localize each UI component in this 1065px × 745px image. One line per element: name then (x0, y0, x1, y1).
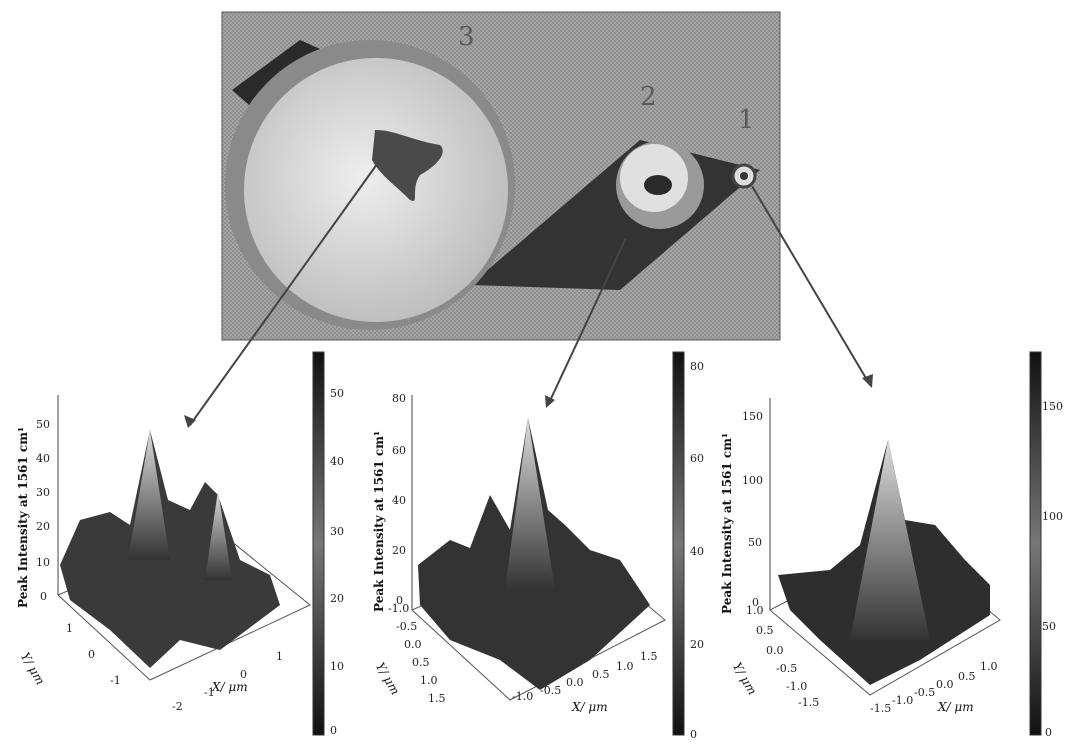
plot-1-colorbar-tick: 30 (330, 525, 344, 538)
plot-3-y-tick: 0.0 (766, 644, 784, 657)
plot-1-colorbar-tick: 20 (330, 592, 344, 605)
plot-1-colorbar-tick: 10 (330, 660, 344, 673)
plot-1-z-tick: 30 (36, 486, 50, 499)
plot-1-z-tick: 20 (36, 520, 50, 533)
plot-3-z-tick: 50 (748, 536, 762, 549)
plot-2-z-label: Peak Intensity at 1561 cm¹ (372, 430, 386, 612)
plot-3-z-label: Peak Intensity at 1561 cm¹ (720, 432, 734, 614)
plot-3-y-tick: 1.0 (746, 604, 764, 617)
plot-2-z-tick: 20 (392, 544, 406, 557)
plot-1-x-tick: -1 (204, 686, 215, 699)
plot-2-x-tick: 0.5 (592, 668, 610, 681)
plot-2-x-tick: 1.0 (616, 660, 634, 673)
plot-1-y-tick: -1 (110, 674, 121, 687)
colorbar-3 (1029, 351, 1042, 736)
plot-3-y-tick: -0.5 (776, 662, 798, 675)
colorbar-2 (672, 351, 685, 736)
ring-label-1: 1 (738, 105, 755, 135)
plot-3-x-tick: 0.5 (958, 670, 976, 683)
plot-2-x-tick: 0.0 (566, 676, 584, 689)
plot-1-x-tick: 0 (240, 668, 247, 681)
plot-1-z-tick: 0 (40, 590, 47, 603)
plot-3-x-tick: -0.5 (914, 686, 936, 699)
plot-3-colorbar-tick: 0 (1045, 726, 1052, 739)
plot-1-z-tick: 40 (36, 452, 50, 465)
plot-3-x-tick: 1.0 (980, 660, 998, 673)
plot-1-colorbar-tick: 50 (330, 387, 344, 400)
plot-2-y-tick: 1.5 (428, 692, 446, 705)
plot-2-colorbar-tick: 60 (690, 452, 704, 465)
plot-3-z-tick: 150 (742, 410, 763, 423)
plot-1-x-tick: -2 (172, 700, 183, 713)
plot-1-colorbar-tick: 0 (330, 724, 337, 737)
plot-3-z-tick: 100 (742, 474, 763, 487)
plot-2-y-tick: -0.5 (396, 620, 418, 633)
surface-plot-3 (769, 398, 1001, 696)
plot-1-y-tick: 0 (88, 648, 95, 661)
plot-3-y-tick: -1.5 (798, 696, 820, 709)
plot-1-x-label: X/ μm (212, 680, 248, 694)
plot-2-y-tick: 0.5 (412, 656, 430, 669)
plot-3-y-tick: -1.0 (786, 680, 808, 693)
plot-2-x-tick: -0.5 (540, 684, 562, 697)
plot-2-y-tick: -1.0 (388, 602, 410, 615)
plot-1-z-label: Peak Intensity at 1561 cm¹ (16, 426, 30, 608)
plot-3-z-tick: 0 (752, 596, 759, 609)
plot-2-colorbar-tick: 0 (690, 728, 697, 741)
plot-2-y-tick: 0.0 (404, 638, 422, 651)
plot-3-x-label: X/ μm (938, 700, 974, 714)
colorbar-1 (312, 351, 325, 736)
plot-1-x-tick: 1 (276, 650, 283, 663)
plot-1-colorbar-tick: 40 (330, 455, 344, 468)
plot-3-y-tick: 0.5 (756, 624, 774, 637)
plot-2-colorbar-tick: 40 (690, 545, 704, 558)
plot-3-colorbar-tick: 50 (1042, 620, 1056, 633)
plot-3-x-tick: -1.0 (892, 694, 914, 707)
surface-plot-2 (411, 395, 666, 701)
micrograph-photo (184, 11, 873, 428)
plot-2-y-tick: 1.0 (420, 674, 438, 687)
plot-1-y-tick: 1 (66, 622, 73, 635)
plot-3-x-tick: 0.0 (936, 678, 954, 691)
plot-1-z-tick: 50 (36, 418, 50, 431)
plot-2-z-tick: 80 (392, 392, 406, 405)
plot-3-colorbar-tick: 150 (1042, 400, 1063, 413)
plot-3-colorbar-tick: 100 (1042, 510, 1063, 523)
plot-2-z-tick: 60 (392, 444, 406, 457)
ring-label-3: 3 (458, 22, 475, 52)
plot-1-z-tick: 10 (36, 556, 50, 569)
plot-2-x-label: X/ μm (572, 700, 608, 714)
plot-2-z-tick: 0 (396, 594, 403, 607)
plot-2-z-tick: 40 (392, 494, 406, 507)
ring-label-2: 2 (640, 82, 657, 112)
plot-3-x-tick: -1.5 (870, 702, 892, 715)
surface-plot-1 (57, 395, 311, 681)
plot-2-x-tick: -1.0 (512, 690, 534, 703)
plot-2-colorbar-tick: 20 (690, 638, 704, 651)
plot-2-x-tick: 1.5 (640, 650, 658, 663)
plot-2-colorbar-tick: 80 (690, 360, 704, 373)
